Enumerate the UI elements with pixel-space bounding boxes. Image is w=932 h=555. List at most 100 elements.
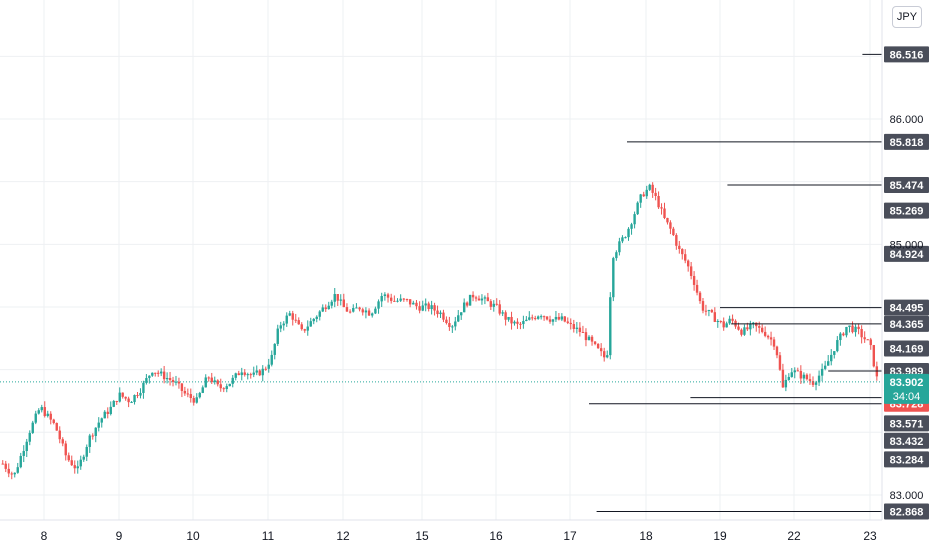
candle-body	[315, 316, 318, 319]
candle-body	[445, 319, 448, 324]
candle-body	[127, 398, 130, 403]
level-label-bg	[884, 451, 929, 468]
candle-body	[49, 413, 52, 420]
candle-body	[240, 372, 243, 376]
candle-body	[642, 194, 645, 197]
candle-body	[630, 224, 633, 229]
level-label-bg	[884, 299, 929, 316]
candle-body	[554, 316, 558, 320]
level-label-bg	[884, 315, 929, 332]
candle-body	[73, 465, 76, 469]
candle-body	[480, 298, 484, 301]
candle-body	[477, 298, 481, 301]
candle-body	[264, 368, 267, 370]
candle-body	[621, 237, 624, 242]
candle-body	[25, 441, 28, 452]
x-tick-label: 10	[186, 529, 200, 543]
candle-body	[731, 318, 734, 321]
candle-body	[587, 336, 591, 341]
candle-body	[848, 325, 851, 327]
candle-body	[7, 468, 10, 474]
candle-body	[704, 310, 708, 312]
candle-body	[291, 313, 294, 320]
x-tick-label: 18	[639, 529, 653, 543]
candle-body	[442, 312, 445, 320]
candle-body	[415, 302, 418, 307]
candle-body	[88, 435, 91, 447]
candle-body	[333, 294, 336, 302]
candle-body	[504, 312, 507, 320]
candle-body	[243, 372, 246, 375]
candle-body	[22, 451, 25, 456]
candle-body	[154, 372, 157, 374]
candle-body	[513, 321, 516, 324]
level-label-bg	[884, 340, 929, 357]
price-axis[interactable]: 86.516 85.818 85.474 85.269 84.924 84.495 84.3…	[881, 0, 929, 520]
candle-body	[279, 325, 282, 329]
candle-body	[752, 322, 755, 324]
candle-body	[148, 375, 151, 379]
x-tick-label: 19	[713, 529, 727, 543]
candle-body	[501, 312, 504, 314]
candle-body	[418, 306, 421, 311]
candle-body	[749, 323, 752, 330]
candle-body	[454, 321, 457, 327]
candle-body	[112, 400, 115, 407]
candle-body	[551, 319, 555, 322]
candle-body	[539, 316, 543, 318]
currency-badge[interactable]: JPY	[892, 6, 922, 28]
candle-body	[312, 318, 315, 322]
x-tick-label: 9	[116, 529, 123, 543]
candle-body	[758, 326, 761, 328]
candle-body	[740, 329, 743, 335]
candle-body	[545, 316, 549, 320]
candle-body	[386, 294, 390, 298]
candle-body	[270, 354, 273, 365]
level-label: 83.432	[890, 436, 924, 448]
candle-body	[109, 406, 112, 415]
candle-body	[863, 337, 866, 340]
candle-body	[743, 327, 746, 335]
candle-body	[10, 473, 13, 475]
candle-body	[276, 328, 279, 344]
candle-body	[171, 379, 175, 382]
candle-body	[851, 325, 854, 333]
candle-body	[590, 336, 594, 342]
candle-body	[255, 370, 258, 373]
candle-body	[603, 351, 606, 358]
level-label-bg	[884, 503, 929, 520]
candle-body	[151, 372, 154, 376]
candle-body	[651, 184, 654, 193]
candle-body	[681, 249, 684, 255]
candle-body	[869, 339, 872, 346]
candle-body	[345, 307, 349, 312]
candle-body	[207, 377, 210, 379]
candle-body	[121, 392, 124, 397]
time-axis[interactable]: 8 9 10 11 12 15 16 17 18 19 22 23	[0, 519, 882, 543]
candle-body	[228, 383, 231, 387]
candle-body	[692, 275, 696, 285]
candle-body	[606, 355, 609, 358]
candle-body	[162, 371, 166, 380]
level-label-bg	[884, 202, 929, 219]
candle-body	[258, 370, 261, 376]
candle-body	[578, 327, 582, 332]
candle-body	[633, 214, 636, 225]
candle-body	[336, 294, 339, 301]
candle-body	[436, 310, 439, 315]
candle-body	[371, 313, 374, 316]
candle-body	[330, 301, 333, 306]
candle-body	[669, 222, 672, 229]
candle-body	[201, 387, 204, 393]
level-label-bg	[884, 46, 929, 63]
candle-body	[219, 384, 222, 389]
candle-body	[796, 370, 799, 372]
current-price-label-bg	[884, 373, 929, 404]
y-tick-label: 85.000	[890, 239, 924, 251]
candle-body	[288, 313, 291, 316]
x-tick-label: 23	[863, 529, 877, 543]
countdown-label: 34:04	[893, 391, 921, 403]
candle-body	[725, 323, 728, 328]
